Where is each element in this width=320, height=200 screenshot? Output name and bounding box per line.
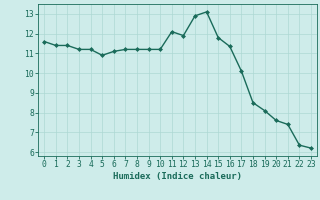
- X-axis label: Humidex (Indice chaleur): Humidex (Indice chaleur): [113, 172, 242, 181]
